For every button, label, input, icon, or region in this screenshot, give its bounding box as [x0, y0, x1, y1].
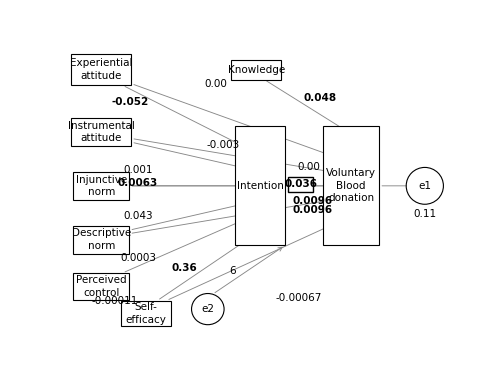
Text: Experiential
attitude: Experiential attitude — [70, 59, 132, 81]
Text: Injunctive
norm: Injunctive norm — [76, 175, 127, 197]
Text: e1: e1 — [418, 181, 432, 191]
Text: 6: 6 — [230, 266, 236, 276]
Text: e2: e2 — [202, 304, 214, 314]
Text: Perceived
control: Perceived control — [76, 275, 126, 298]
Text: Voluntary
Blood
donation: Voluntary Blood donation — [326, 169, 376, 203]
Text: 0.043: 0.043 — [123, 210, 153, 220]
Text: 0.0096: 0.0096 — [292, 205, 333, 215]
FancyBboxPatch shape — [73, 226, 130, 254]
Text: -0.00067: -0.00067 — [276, 293, 322, 303]
FancyBboxPatch shape — [323, 126, 380, 245]
Ellipse shape — [192, 294, 224, 325]
Text: 0.0003: 0.0003 — [120, 253, 156, 263]
FancyBboxPatch shape — [120, 301, 171, 326]
Text: -0.00011: -0.00011 — [92, 296, 138, 305]
Text: Instrumental
attitude: Instrumental attitude — [68, 121, 134, 143]
Text: 0.0096: 0.0096 — [292, 197, 333, 206]
FancyBboxPatch shape — [73, 172, 130, 200]
Text: 0.048: 0.048 — [304, 93, 337, 103]
Text: 0.11: 0.11 — [413, 209, 436, 219]
Text: 0.00: 0.00 — [204, 79, 227, 89]
Text: Knowledge: Knowledge — [228, 65, 285, 75]
Text: -0.052: -0.052 — [112, 97, 149, 107]
Text: 0.001: 0.001 — [124, 165, 153, 175]
FancyBboxPatch shape — [288, 177, 314, 192]
Text: 0.00: 0.00 — [297, 162, 320, 173]
Text: 0.036: 0.036 — [284, 180, 318, 190]
Ellipse shape — [406, 167, 444, 204]
Text: Intention: Intention — [236, 181, 284, 191]
Text: -0.003: -0.003 — [206, 140, 240, 150]
FancyBboxPatch shape — [73, 273, 130, 300]
Text: 0.0063: 0.0063 — [118, 178, 158, 188]
Text: 0.36: 0.36 — [172, 263, 198, 273]
FancyBboxPatch shape — [235, 126, 286, 245]
Text: Self-
efficacy: Self- efficacy — [126, 302, 166, 325]
FancyBboxPatch shape — [71, 54, 132, 85]
Text: Descriptive
norm: Descriptive norm — [72, 229, 131, 251]
FancyBboxPatch shape — [231, 60, 281, 79]
FancyBboxPatch shape — [71, 118, 132, 146]
